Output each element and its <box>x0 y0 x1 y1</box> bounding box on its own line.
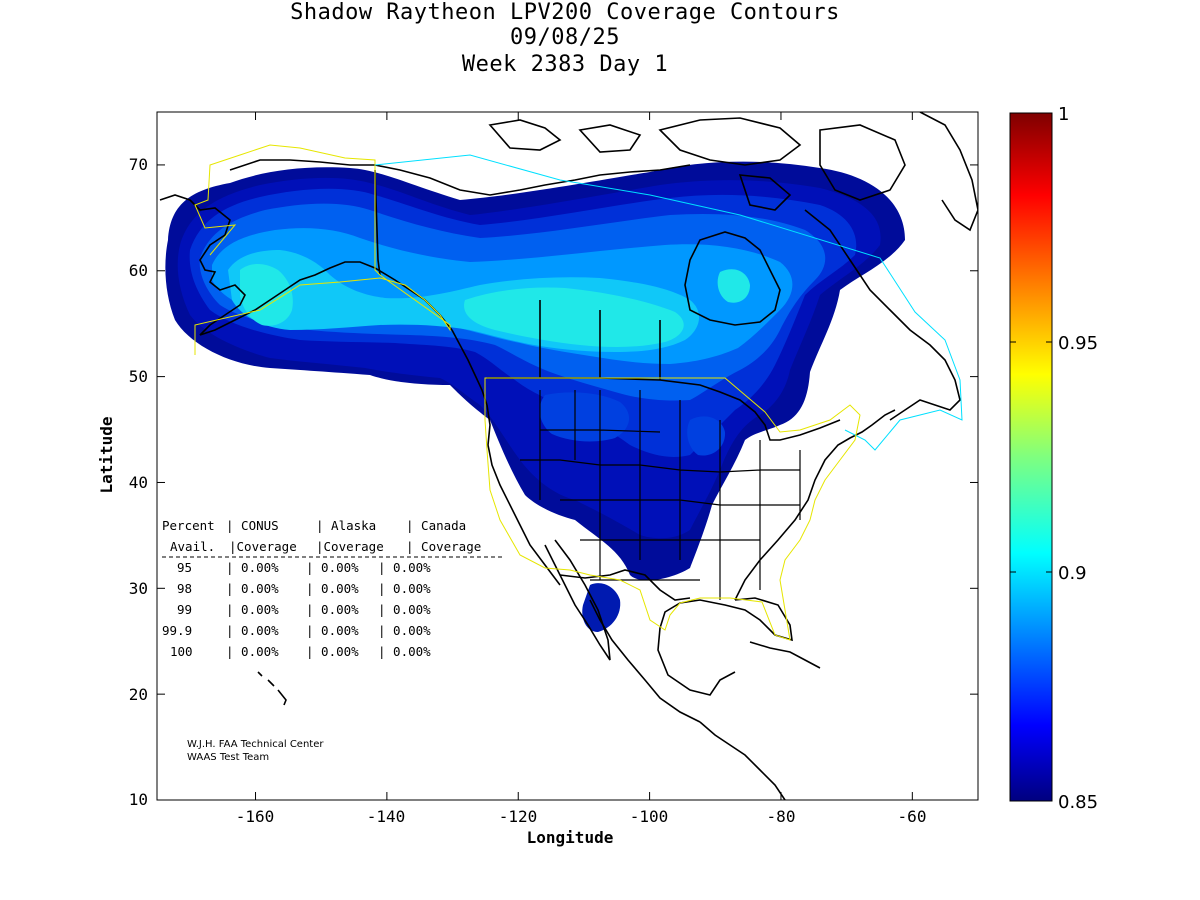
arctic-islands <box>488 117 906 211</box>
x-axis-label: Longitude <box>527 828 614 847</box>
x-tick-label: -140 <box>367 807 406 826</box>
table-cell: | 0.00% <box>226 602 279 617</box>
us-west-coast <box>486 404 561 586</box>
colorbar-tick-label: 0.95 <box>1058 333 1098 354</box>
table-cell: | 0.00% <box>306 560 359 575</box>
colorbar-tick-label: 1 <box>1058 104 1069 125</box>
us-state-lines <box>520 390 801 600</box>
y-tick-label: 70 <box>129 155 148 174</box>
table-cell: | 0.00% <box>306 581 359 596</box>
conus-outline <box>484 377 861 641</box>
chart-date: 09/08/25 <box>510 25 620 50</box>
y-tick-labels: 10 20 30 40 50 60 70 <box>129 155 148 809</box>
x-tick-label: -120 <box>499 807 538 826</box>
coastlines <box>159 112 978 800</box>
table-header-conus: | CONUS <box>226 518 279 533</box>
tick-marks <box>157 112 978 801</box>
table-cell: | 0.00% <box>306 623 359 638</box>
canada-provinces <box>374 169 661 380</box>
y-tick-label: 30 <box>129 579 148 598</box>
central-america <box>699 721 786 800</box>
table-cell: 99 <box>177 602 192 617</box>
table-cell: | 0.00% <box>378 602 431 617</box>
x-tick-label: -160 <box>236 807 275 826</box>
table-cell: | 0.00% <box>306 644 359 659</box>
table-cell: 95 <box>177 560 192 575</box>
contour-band-091 <box>240 264 750 347</box>
y-tick-label: 60 <box>129 261 148 280</box>
table-cell: | 0.00% <box>226 560 279 575</box>
chart-title: Shadow Raytheon LPV200 Coverage Contours <box>290 0 840 25</box>
y-tick-label: 50 <box>129 367 148 386</box>
colorbar-tick-label: 0.9 <box>1058 563 1087 584</box>
table-cell: 100 <box>170 644 193 659</box>
canada-outline <box>374 154 963 451</box>
y-tick-label: 20 <box>129 685 148 704</box>
hawaii <box>257 671 287 706</box>
canada-bc-coast <box>451 329 488 406</box>
table-cell: | 0.00% <box>378 581 431 596</box>
x-tick-label: -100 <box>630 807 669 826</box>
table-cell: 99.9 <box>162 623 192 638</box>
colorbar-tick-label: 0.85 <box>1058 792 1098 813</box>
y-tick-label: 10 <box>129 790 148 809</box>
table-cell: | 0.00% <box>226 644 279 659</box>
table-subheader-conus: |Coverage <box>229 539 297 554</box>
x-tick-label: -60 <box>898 807 927 826</box>
y-tick-label: 40 <box>129 473 148 492</box>
table-subheader-alaska: |Coverage <box>316 539 384 554</box>
us-mexico-border <box>559 569 691 601</box>
greenland <box>919 112 978 232</box>
cuba <box>749 641 821 669</box>
table-cell: | 0.00% <box>378 560 431 575</box>
hudson-bay <box>684 231 781 326</box>
credit-line-1: W.J.H. FAA Technical Center <box>187 739 324 750</box>
table-subheader-canada: | Coverage <box>406 539 481 554</box>
colorbar <box>1009 112 1053 802</box>
table-cell: | 0.00% <box>378 623 431 638</box>
table-header-canada: | Canada <box>406 518 466 533</box>
x-tick-label: -80 <box>767 807 796 826</box>
colorbar-ticks <box>1010 341 1052 573</box>
chart-week: Week 2383 Day 1 <box>461 52 669 77</box>
us-east-coast <box>734 409 896 601</box>
table-cell: | 0.00% <box>226 623 279 638</box>
arctic-coast <box>229 159 691 196</box>
table-cell: | 0.00% <box>378 644 431 659</box>
service-volume-outlines <box>194 144 963 641</box>
credit-line-2: WAAS Test Team <box>187 752 269 763</box>
contour-mexico-blob <box>582 583 621 632</box>
table-subheader-avail: Avail. <box>170 539 215 554</box>
table-cell: | 0.00% <box>226 581 279 596</box>
labrador-coast <box>804 209 961 421</box>
y-axis-label: Latitude <box>97 416 116 493</box>
mexico-west-coast <box>589 599 701 723</box>
table-header-alaska: | Alaska <box>316 518 376 533</box>
gulf-coast <box>657 597 793 696</box>
contour-band-087-conus <box>539 392 726 456</box>
x-tick-labels: -160 -140 -120 -100 -80 -60 <box>236 807 927 826</box>
table-cell: | 0.00% <box>306 602 359 617</box>
table-cell: 98 <box>177 581 192 596</box>
coverage-table: Percent | CONUS | Alaska | Canada Avail.… <box>162 518 502 659</box>
coverage-contours <box>165 161 905 632</box>
table-header-percent: Percent <box>162 518 215 533</box>
alaska-coast <box>159 194 453 336</box>
alaska-outline <box>194 144 451 355</box>
